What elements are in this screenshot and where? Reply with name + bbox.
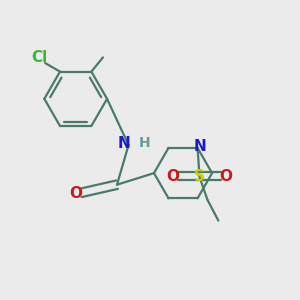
Text: S: S (194, 169, 205, 184)
Text: Cl: Cl (31, 50, 47, 64)
Text: O: O (70, 186, 83, 201)
Text: N: N (193, 139, 206, 154)
Text: O: O (219, 169, 232, 184)
Text: H: H (139, 136, 150, 150)
Text: N: N (117, 136, 130, 151)
Text: O: O (167, 169, 180, 184)
